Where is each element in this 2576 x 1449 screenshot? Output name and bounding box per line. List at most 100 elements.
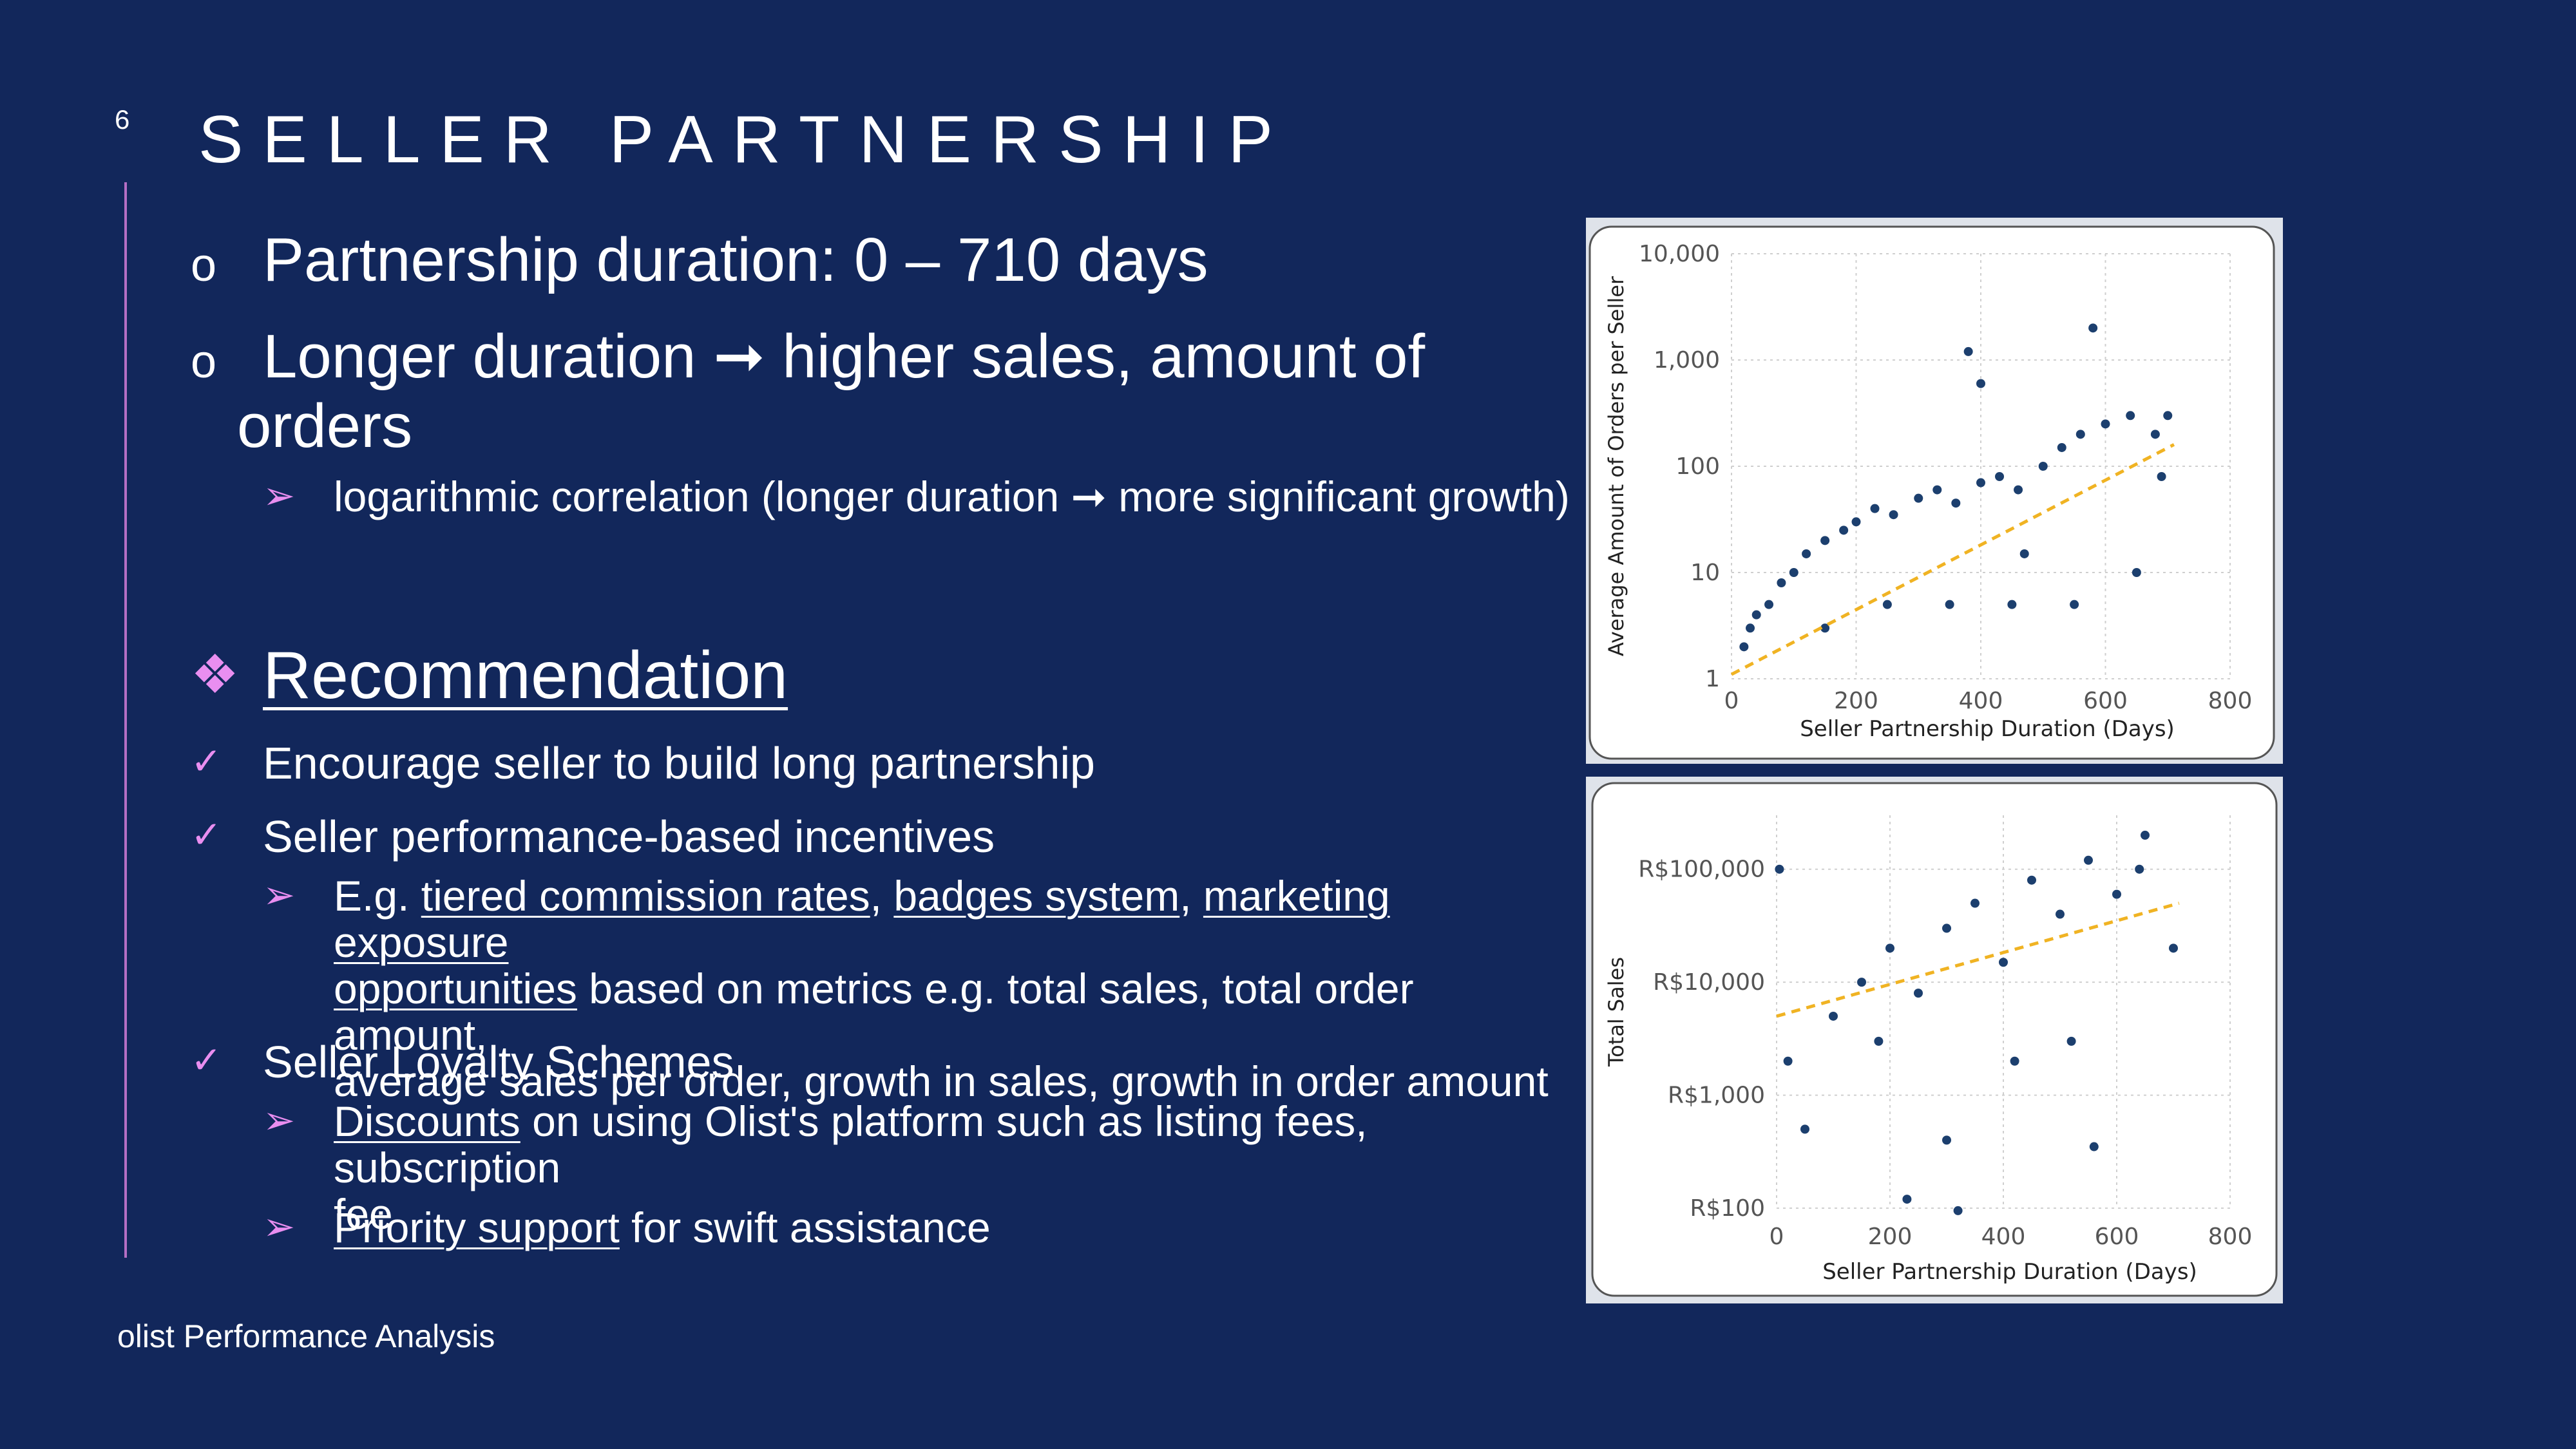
circle-bullet-icon: o [191, 336, 217, 388]
data-point [2089, 1142, 2099, 1151]
data-point [1820, 623, 1830, 633]
discounts-text: on using Olist's platform such as listin… [334, 1097, 1368, 1191]
bullet-longer-cont: orders [237, 392, 413, 460]
data-point [1802, 549, 1811, 558]
bullet-longer: o Longer duration ➞ higher sales, amount … [191, 322, 1425, 397]
data-point [1976, 379, 1985, 388]
page-number: 6 [115, 104, 130, 135]
opportunities-link[interactable]: opportunities [334, 965, 577, 1012]
data-point [1783, 1056, 1793, 1066]
data-point [1942, 923, 1951, 933]
data-point [2084, 855, 2093, 865]
data-point [2126, 411, 2135, 421]
badges-system-link[interactable]: badges system [893, 872, 1180, 920]
check-icon: ✓ [191, 814, 222, 856]
check-icon: ✓ [191, 741, 222, 782]
y-axis-label: Average Amount of Orders per Seller [1604, 276, 1628, 656]
x-axis-label: Seller Partnership Duration (Days) [1822, 1259, 2197, 1285]
sales-scatter-chart: 0 200 400 600 800 R$100 R$1,000 R$10,000 R$100,0… [1591, 782, 2278, 1297]
priority-support-text: for swift assistance [619, 1204, 991, 1251]
data-point [1953, 1206, 1963, 1215]
data-point [2056, 909, 2065, 919]
metrics-text-cont: average sales per order, growth in sales… [334, 1057, 1549, 1105]
data-point [1902, 1195, 1912, 1204]
reco-item-loyalty: Seller Loyalty Schemes [263, 1037, 734, 1087]
loyalty-discounts: Discounts on using Olist's platform such… [334, 1098, 1558, 1237]
data-point [2141, 830, 2150, 840]
data-point [1945, 600, 1954, 609]
data-point [1870, 504, 1880, 513]
marketing-exposure-link[interactable]: marketing exposure [334, 872, 1390, 966]
data-point [2010, 1056, 2019, 1066]
x-tick-label: 800 [2208, 1224, 2253, 1250]
data-point [2163, 411, 2173, 421]
y-tick-label: R$100,000 [1638, 857, 1765, 883]
discounts-text-cont: fee [334, 1190, 393, 1238]
data-point [1995, 471, 2005, 481]
data-point [1914, 989, 1923, 998]
x-tick-label: 0 [1770, 1224, 1784, 1250]
data-point [2075, 430, 2085, 439]
arrow-bullet-icon: ➢ [263, 1099, 296, 1142]
x-tick-label: 400 [1959, 688, 2003, 714]
data-point [2101, 419, 2110, 429]
bullet-longer-text: Longer duration ➞ higher sales, amount o… [263, 322, 1426, 391]
data-point [1963, 346, 1973, 356]
chart-panel [1589, 225, 2275, 760]
x-axis-label: Seller Partnership Duration (Days) [1800, 716, 2175, 742]
circle-bullet-icon: o [191, 240, 217, 291]
data-point [1885, 943, 1894, 953]
data-point [2157, 471, 2166, 481]
data-point [2169, 943, 2178, 953]
x-tick-label: 0 [1724, 688, 1739, 714]
data-point [1951, 498, 1961, 508]
data-point [1764, 600, 1774, 609]
footer-text: olist Performance Analysis [117, 1318, 495, 1354]
y-tick-label: 1,000 [1654, 347, 1720, 374]
accent-line [124, 182, 127, 1258]
separator-text: , [1179, 872, 1203, 920]
data-point [1739, 642, 1749, 652]
data-point [1775, 864, 1784, 874]
y-tick-label: R$1,000 [1668, 1083, 1765, 1109]
data-point [2066, 1036, 2076, 1046]
data-point [1882, 600, 1892, 609]
data-point [2135, 864, 2144, 874]
data-point [1976, 478, 1985, 488]
y-tick-label: 1 [1705, 666, 1720, 692]
tiered-commission-link[interactable]: tiered commission rates [421, 872, 870, 920]
arrow-bullet-icon: ➢ [263, 1205, 296, 1248]
data-point [2019, 549, 2029, 558]
y-tick-label: 100 [1675, 453, 1720, 480]
page-title: SELLER PARTNERSHIP [198, 102, 1292, 177]
data-point [1751, 610, 1761, 620]
discounts-link[interactable]: Discounts [334, 1097, 520, 1145]
incentives-detail: E.g. tiered commission rates, badges sys… [334, 873, 1558, 1104]
sales-chart-frame: 0 200 400 600 800 R$100 R$1,000 R$10,000 R$100,0… [1586, 777, 2283, 1303]
eg-text: E.g. [334, 872, 421, 920]
diamond-icon: ❖ [191, 644, 240, 705]
priority-support-link[interactable]: Priority support [334, 1204, 620, 1251]
data-point [2038, 462, 2048, 471]
data-point [1857, 978, 1866, 987]
data-point [1777, 578, 1786, 587]
data-point [1999, 958, 2008, 967]
data-point [1914, 493, 1923, 503]
data-point [2132, 568, 2141, 577]
data-point [2014, 485, 2023, 495]
separator-text: , [870, 872, 894, 920]
data-point [1932, 485, 1942, 495]
data-point [1820, 536, 1830, 545]
bullet-duration: o Partnership duration: 0 – 710 days [191, 225, 1208, 300]
arrow-bullet-icon: ➢ [263, 873, 296, 916]
y-tick-label: 10 [1690, 560, 1720, 586]
data-point [1829, 1011, 1838, 1021]
data-point [2150, 430, 2160, 439]
reco-item-incentives: Seller performance-based incentives [263, 811, 995, 862]
data-point [1839, 526, 1849, 535]
data-point [1970, 898, 1980, 908]
reco-item-long-partnership: Encourage seller to build long partnersh… [263, 738, 1095, 788]
loyalty-priority: Priority support for swift assistance [334, 1204, 1558, 1251]
y-axis-label: Total Sales [1604, 957, 1628, 1067]
